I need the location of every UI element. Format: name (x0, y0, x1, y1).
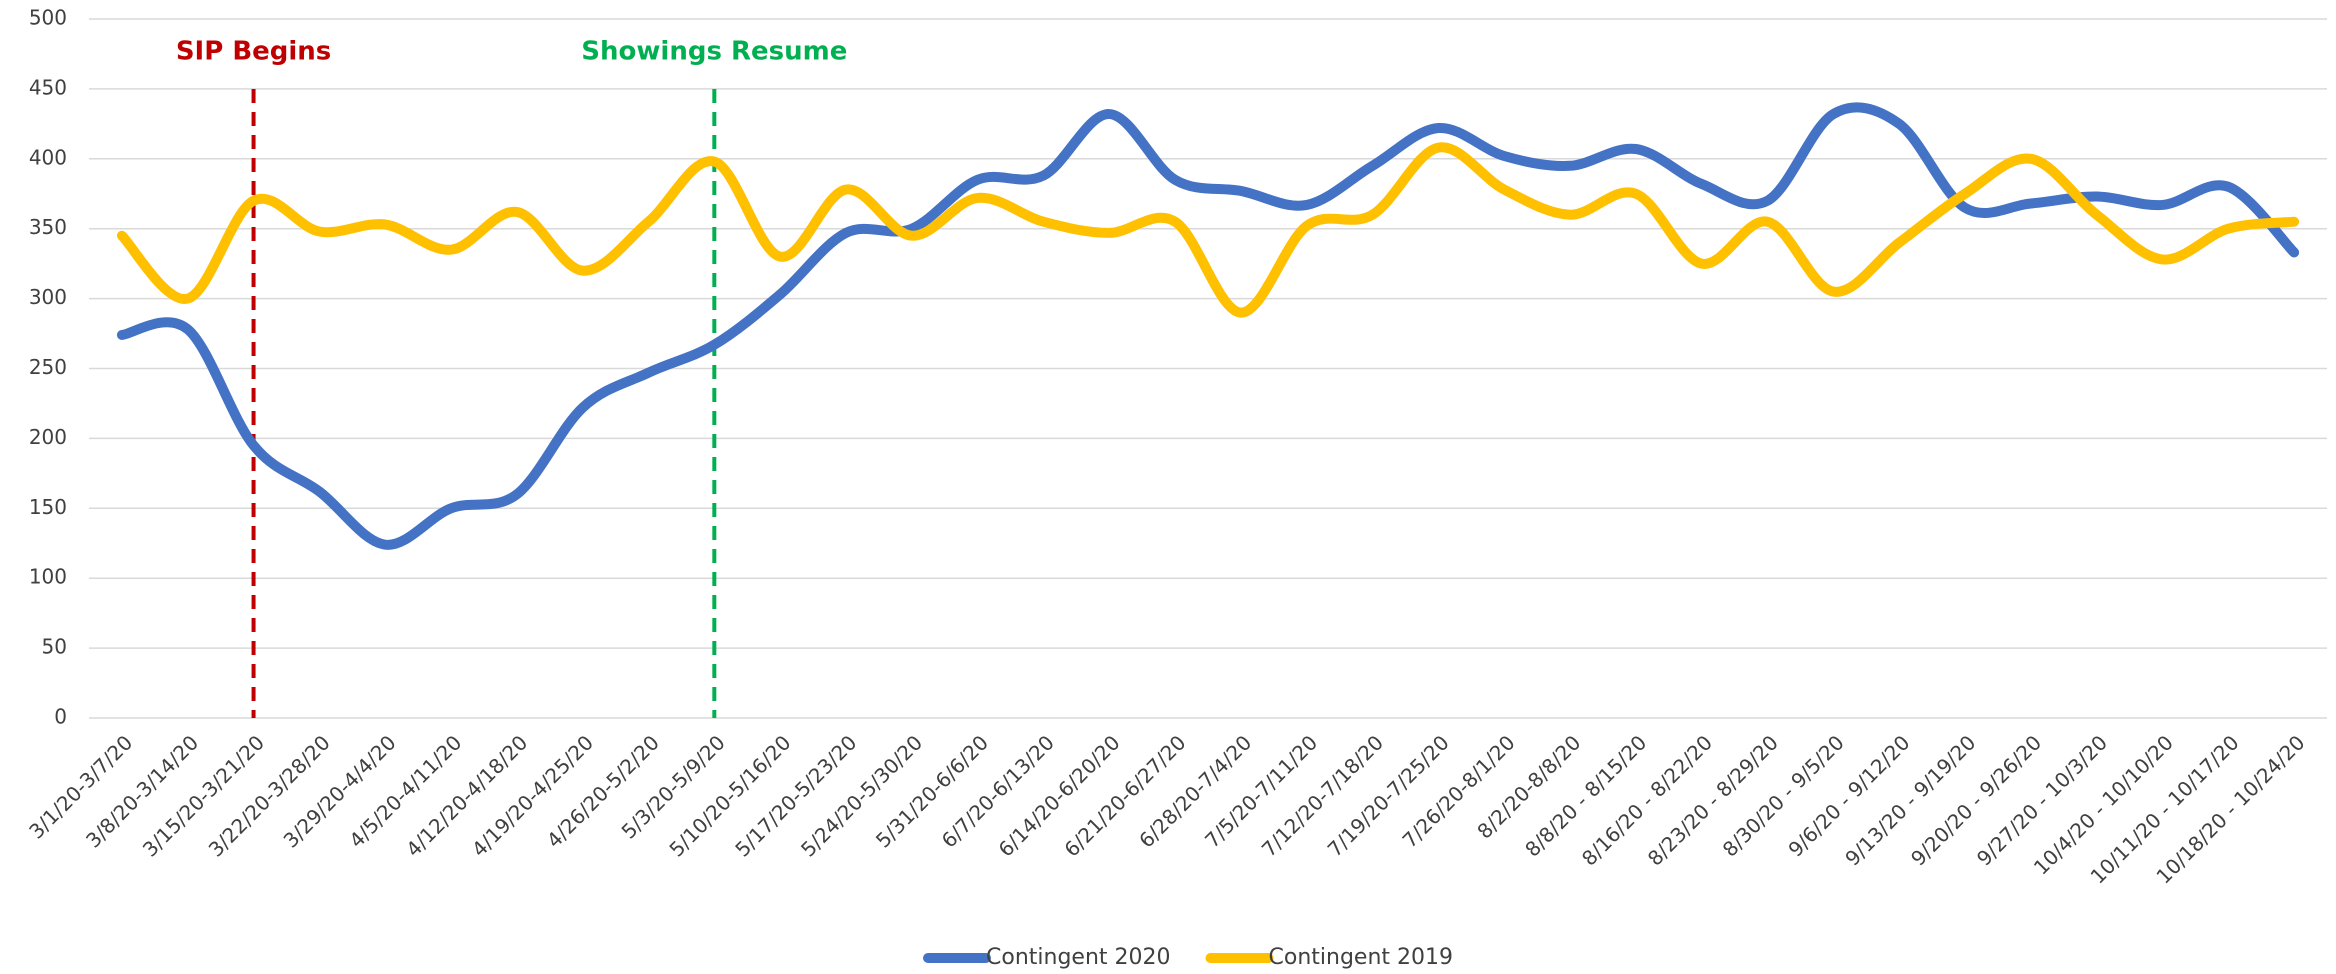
x-tick-label: 5/31/20-6/6/20 (871, 730, 993, 852)
x-tick-label: 3/29/20-4/4/20 (279, 730, 401, 852)
y-tick-label: 200 (29, 425, 67, 449)
y-tick-label: 250 (29, 355, 67, 379)
y-tick-label: 450 (29, 75, 67, 99)
x-tick-label: 8/30/20 - 9/5/20 (1718, 730, 1849, 861)
x-tick-label: 9/6/20 - 9/12/20 (1783, 730, 1914, 861)
annotation-text: SIP Begins (176, 37, 331, 67)
x-tick-label: 4/26/20-5/2/20 (542, 730, 664, 852)
legend-label: Contingent 2020 (986, 945, 1171, 970)
x-tick-label: 4/19/20-4/25/20 (467, 730, 598, 861)
y-tick-label: 0 (54, 705, 67, 729)
y-tick-label: 50 (42, 635, 67, 659)
x-tick-label: 7/12/20-7/18/20 (1257, 730, 1388, 861)
x-tick-label: 7/26/20-8/1/20 (1398, 730, 1520, 852)
x-tick-label: 6/28/20-7/4/20 (1134, 730, 1256, 852)
x-tick-label: 5/24/20-5/30/20 (796, 730, 927, 861)
x-tick-label: 3/22/20-3/28/20 (204, 730, 335, 861)
x-tick-label: 7/19/20-7/25/20 (1323, 730, 1454, 861)
series-line (116, 102, 2300, 550)
y-tick-label: 500 (29, 6, 67, 30)
x-tick-label: 4/5/20-4/11/20 (344, 730, 466, 852)
x-tick-label: 3/15/20-3/21/20 (138, 730, 269, 861)
y-tick-label: 100 (29, 565, 67, 589)
series-line (116, 142, 2300, 318)
x-tick-label: 6/7/20-6/13/20 (937, 730, 1059, 852)
x-tick-label: 4/12/20-4/18/20 (401, 730, 532, 861)
x-tick-label: 5/17/20-5/23/20 (730, 730, 861, 861)
x-tick-label: 8/8/20 - 8/15/20 (1520, 730, 1651, 861)
legend-label: Contingent 2019 (1269, 945, 1454, 970)
x-tick-label: 3/8/20-3/14/20 (81, 730, 203, 852)
annotation-text: Showings Resume (581, 37, 847, 67)
y-tick-label: 350 (29, 215, 67, 239)
x-tick-label: 6/14/20-6/20/20 (994, 730, 1125, 861)
x-tick-label: 6/21/20-6/27/20 (1059, 730, 1190, 861)
x-tick-label: 5/10/20-5/16/20 (664, 730, 795, 861)
y-tick-label: 150 (29, 495, 67, 519)
y-tick-label: 400 (29, 145, 67, 169)
y-tick-label: 300 (29, 285, 67, 309)
x-tick-label: 7/5/20-7/11/20 (1200, 730, 1322, 852)
